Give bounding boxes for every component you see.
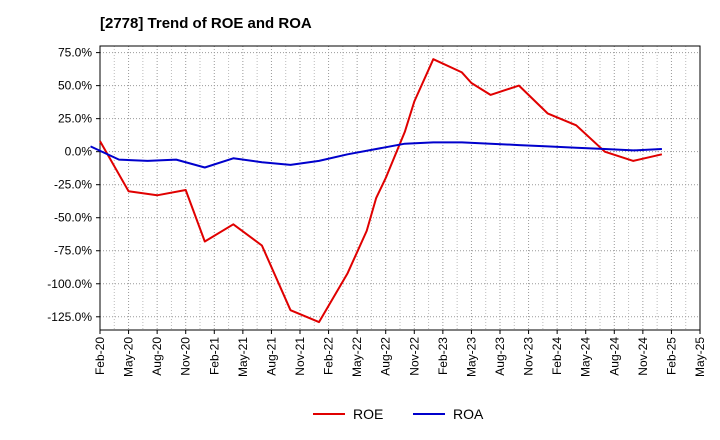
x-tick-label: Aug-20 xyxy=(150,337,164,376)
x-tick-label: May-22 xyxy=(350,337,364,377)
y-tick-label: -25.0% xyxy=(54,178,92,192)
y-tick-label: 50.0% xyxy=(58,79,92,93)
legend-label-roa: ROA xyxy=(453,406,484,422)
x-tick-label: Feb-24 xyxy=(550,337,564,375)
y-tick-label: -100.0% xyxy=(47,277,92,291)
series-layer xyxy=(90,58,663,324)
y-tick-label: -75.0% xyxy=(54,244,92,258)
x-tick-label: Aug-21 xyxy=(264,337,278,376)
x-tick-label: May-21 xyxy=(236,337,250,377)
x-tick-label: Aug-24 xyxy=(607,337,621,376)
y-tick-label: 25.0% xyxy=(58,112,92,126)
x-tick-label: Feb-22 xyxy=(322,337,336,375)
legend-label-roe: ROE xyxy=(353,406,383,422)
plot-frame xyxy=(99,45,701,331)
y-tick-label: -50.0% xyxy=(54,211,92,225)
legend: ROE ROA xyxy=(313,406,484,422)
x-tick-label: May-20 xyxy=(122,337,136,377)
x-tick-label: Feb-25 xyxy=(664,337,678,375)
x-axis: Feb-20 May-20 Aug-20 Nov-20 Feb-21 May-21 Aug-… xyxy=(93,330,707,377)
x-tick-label: May-23 xyxy=(464,337,478,377)
grid-layer xyxy=(99,46,701,330)
x-tick-label: May-25 xyxy=(693,337,707,377)
x-tick-label: Nov-23 xyxy=(522,337,536,376)
x-tick-label: Nov-22 xyxy=(407,337,421,376)
series-line-roa xyxy=(90,141,662,169)
x-tick-label: Nov-24 xyxy=(636,337,650,376)
x-tick-label: Nov-20 xyxy=(179,337,193,376)
chart-title: [2778] Trend of ROE and ROA xyxy=(100,15,312,32)
x-tick-label: Feb-20 xyxy=(93,337,107,375)
x-tick-label: Nov-21 xyxy=(293,337,307,376)
x-tick-label: May-24 xyxy=(579,337,593,377)
x-tick-label: Feb-21 xyxy=(207,337,221,375)
x-tick-label: Aug-23 xyxy=(493,337,507,376)
y-tick-label: -125.0% xyxy=(47,310,92,324)
x-tick-label: Aug-22 xyxy=(379,337,393,376)
y-tick-label: 75.0% xyxy=(58,46,92,60)
x-tick-label: Feb-23 xyxy=(436,337,450,375)
y-tick-label: 0.0% xyxy=(65,145,93,159)
y-axis: 75.0% 50.0% 25.0% 0.0% -25.0% -50.0% -75.0% -10… xyxy=(47,46,100,324)
series-line-roe xyxy=(99,58,663,324)
